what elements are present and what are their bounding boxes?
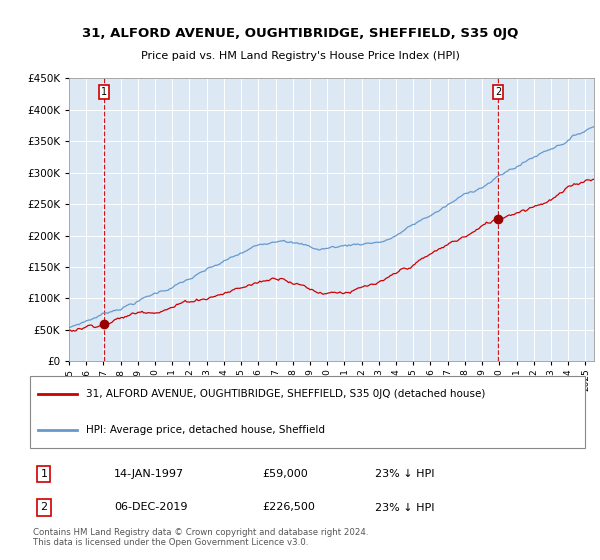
Text: £59,000: £59,000 [263,469,308,479]
Text: £226,500: £226,500 [263,502,316,512]
Text: Price paid vs. HM Land Registry's House Price Index (HPI): Price paid vs. HM Land Registry's House … [140,51,460,61]
Text: Contains HM Land Registry data © Crown copyright and database right 2024.
This d: Contains HM Land Registry data © Crown c… [32,528,368,548]
Text: 31, ALFORD AVENUE, OUGHTIBRIDGE, SHEFFIELD, S35 0JQ: 31, ALFORD AVENUE, OUGHTIBRIDGE, SHEFFIE… [82,27,518,40]
Text: 23% ↓ HPI: 23% ↓ HPI [375,469,434,479]
Text: 1: 1 [101,87,107,97]
Text: 06-DEC-2019: 06-DEC-2019 [114,502,187,512]
Text: 31, ALFORD AVENUE, OUGHTIBRIDGE, SHEFFIELD, S35 0JQ (detached house): 31, ALFORD AVENUE, OUGHTIBRIDGE, SHEFFIE… [86,389,485,399]
Text: 1: 1 [40,469,47,479]
Text: 14-JAN-1997: 14-JAN-1997 [114,469,184,479]
Text: 2: 2 [495,87,501,97]
Text: HPI: Average price, detached house, Sheffield: HPI: Average price, detached house, Shef… [86,424,325,435]
Text: 2: 2 [40,502,47,512]
Text: 23% ↓ HPI: 23% ↓ HPI [375,502,434,512]
FancyBboxPatch shape [30,376,585,447]
